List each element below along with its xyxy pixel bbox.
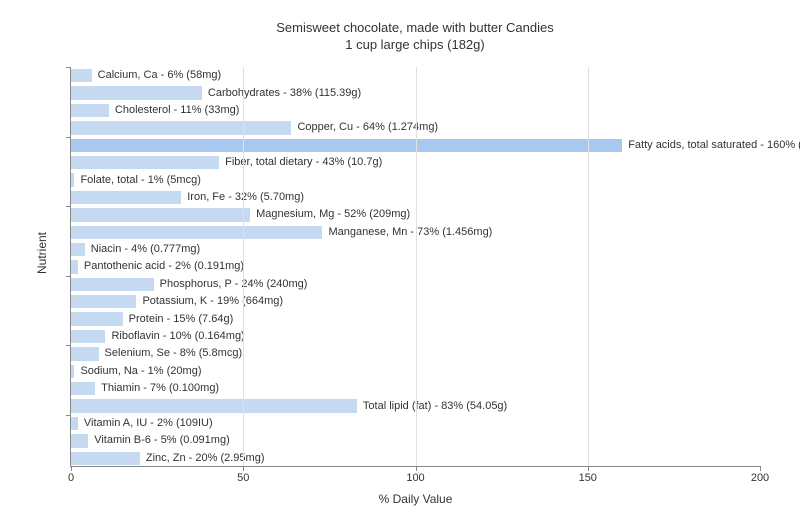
nutrient-bar — [71, 104, 109, 117]
nutrient-bar — [71, 434, 88, 447]
y-tick-mark — [66, 345, 71, 346]
x-tick-mark — [71, 466, 72, 471]
nutrient-label: Folate, total - 1% (5mcg) — [80, 174, 200, 186]
nutrient-bar — [71, 382, 95, 395]
nutrient-label: Magnesium, Mg - 52% (209mg) — [256, 208, 410, 220]
nutrient-label: Vitamin A, IU - 2% (109IU) — [84, 417, 213, 429]
x-tick-label: 50 — [237, 472, 249, 484]
y-tick-mark — [66, 276, 71, 277]
nutrient-bar — [71, 208, 250, 221]
nutrient-label: Iron, Fe - 32% (5.70mg) — [187, 191, 304, 203]
x-axis-label: % Daily Value — [379, 492, 453, 506]
nutrient-bar — [71, 173, 74, 186]
nutrient-bar — [71, 243, 85, 256]
nutrient-bar — [71, 330, 105, 343]
x-tick-label: 0 — [68, 472, 74, 484]
nutrient-bar — [71, 312, 123, 325]
nutrient-label: Copper, Cu - 64% (1.274mg) — [297, 121, 438, 133]
chart-title-line2: 1 cup large chips (182g) — [70, 37, 760, 52]
chart-title-line1: Semisweet chocolate, made with butter Ca… — [70, 20, 760, 35]
y-tick-mark — [66, 67, 71, 68]
nutrient-label: Fiber, total dietary - 43% (10.7g) — [225, 156, 382, 168]
nutrient-bar — [71, 365, 74, 378]
nutrient-label: Riboflavin - 10% (0.164mg) — [111, 330, 244, 342]
nutrient-label: Total lipid (fat) - 83% (54.05g) — [363, 400, 507, 412]
y-axis-label: Nutrient — [35, 231, 49, 273]
nutrient-label: Carbohydrates - 38% (115.39g) — [208, 87, 361, 99]
nutrient-bar — [71, 69, 92, 82]
nutrient-bar — [71, 347, 99, 360]
nutrient-label: Cholesterol - 11% (33mg) — [115, 104, 240, 116]
nutrient-bar — [71, 452, 140, 465]
nutrient-label: Thiamin - 7% (0.100mg) — [101, 382, 219, 394]
x-tick-label: 200 — [751, 472, 769, 484]
nutrient-bar — [71, 121, 291, 134]
x-tick-label: 150 — [579, 472, 597, 484]
x-tick-mark — [243, 466, 244, 471]
gridline — [416, 67, 417, 466]
nutrient-label: Fatty acids, total saturated - 160% (31.… — [628, 139, 800, 151]
nutrient-bar — [71, 226, 322, 239]
y-tick-mark — [66, 137, 71, 138]
nutrient-label: Calcium, Ca - 6% (58mg) — [98, 69, 221, 81]
nutrient-bar — [71, 191, 181, 204]
nutrient-bar — [71, 156, 219, 169]
y-tick-mark — [66, 206, 71, 207]
nutrient-label: Zinc, Zn - 20% (2.95mg) — [146, 452, 265, 464]
nutrient-label: Sodium, Na - 1% (20mg) — [80, 365, 201, 377]
nutrient-bar — [71, 295, 136, 308]
nutrient-bar — [71, 399, 357, 412]
nutrient-label: Manganese, Mn - 73% (1.456mg) — [328, 226, 492, 238]
nutrient-chart: Semisweet chocolate, made with butter Ca… — [0, 0, 800, 500]
nutrient-label: Selenium, Se - 8% (5.8mcg) — [105, 347, 243, 359]
nutrient-label: Niacin - 4% (0.777mg) — [91, 243, 200, 255]
nutrient-label: Potassium, K - 19% (664mg) — [142, 295, 283, 307]
nutrient-bar — [71, 417, 78, 430]
nutrient-label: Protein - 15% (7.64g) — [129, 313, 234, 325]
y-tick-mark — [66, 415, 71, 416]
x-tick-mark — [760, 466, 761, 471]
x-tick-mark — [416, 466, 417, 471]
nutrient-bar — [71, 86, 202, 99]
x-tick-label: 100 — [406, 472, 424, 484]
nutrient-label: Phosphorus, P - 24% (240mg) — [160, 278, 308, 290]
gridline — [243, 67, 244, 466]
gridline — [588, 67, 589, 466]
nutrient-bar — [71, 260, 78, 273]
nutrient-label: Pantothenic acid - 2% (0.191mg) — [84, 260, 244, 272]
nutrient-label: Vitamin B-6 - 5% (0.091mg) — [94, 434, 230, 446]
x-tick-mark — [588, 466, 589, 471]
nutrient-bar — [71, 278, 154, 291]
plot-area: Nutrient % Daily Value Calcium, Ca - 6% … — [70, 67, 760, 467]
nutrient-bar — [71, 139, 622, 152]
